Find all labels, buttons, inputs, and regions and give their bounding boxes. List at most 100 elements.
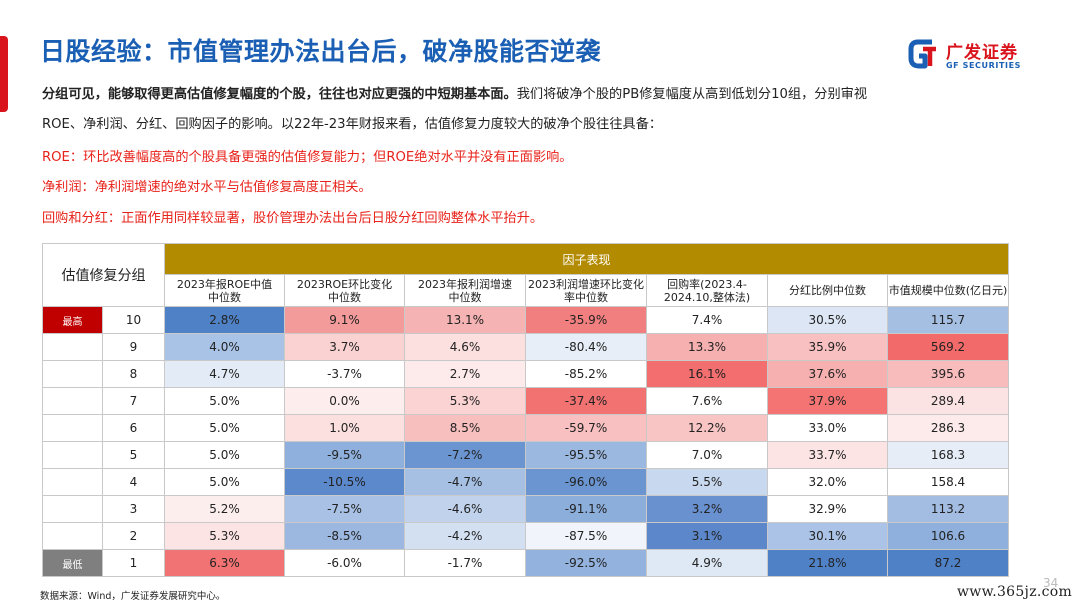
table-cell: 5.3%	[404, 387, 526, 415]
table-cell: 13.1%	[404, 306, 526, 334]
table-cell: -92.5%	[525, 549, 647, 577]
column-header-line1: 2023ROE环比变化	[296, 277, 393, 291]
table-cell: -10.5%	[284, 468, 405, 496]
table-cell: -8.5%	[284, 522, 405, 550]
table-cell: 115.7	[886, 306, 1010, 334]
group-number-cell: 5	[102, 441, 165, 469]
page-number: 34	[1043, 576, 1059, 590]
intro-paragraph-line1: 分组可见，能够取得更高估值修复幅度的个股，往往也对应更强的中短期基本面。我们将破…	[42, 85, 867, 105]
table-cell: -6.0%	[284, 549, 405, 577]
badge-blank-cell	[42, 333, 103, 361]
table-cell: 87.2	[886, 549, 1010, 577]
table-cell: 4.9%	[646, 549, 768, 577]
logo-chinese-text: 广发证券	[946, 43, 1018, 63]
column-header-line2: 中位数	[208, 290, 241, 304]
table-cell: 21.8%	[767, 549, 888, 577]
column-header-line1: 市值规模中位数(亿日元)	[888, 284, 1008, 297]
factor-table: 估值修复分组 因子表现 2023年报ROE中值 中位数 2023ROE环比变化 中位数…	[42, 243, 1010, 577]
page-title: 日股经验：市值管理办法出台后，破净股能否逆袭	[40, 37, 602, 66]
table-cell: 37.6%	[767, 360, 888, 388]
table-row: 3 5.2% -7.5% -4.6% -91.1% 3.2% 32.9% 113.2	[42, 495, 1010, 523]
table-cell: 395.6	[886, 360, 1010, 388]
group-number-cell: 10	[102, 306, 165, 334]
table-row: 最高 10 2.8% 9.1% 13.1% -35.9% 7.4% 30.5% 115.7	[42, 306, 1010, 334]
table-cell: 16.1%	[646, 360, 768, 388]
table-cell: 30.1%	[767, 522, 888, 550]
table-cell: 5.3%	[164, 522, 285, 550]
group-number-cell: 7	[102, 387, 165, 415]
gf-logo: 广发证券 GF SECURITIES	[906, 36, 1046, 76]
logo-english-text: GF SECURITIES	[946, 61, 1022, 70]
column-header-row: 2023年报ROE中值 中位数 2023ROE环比变化 中位数 2023年报利润增速 中位…	[43, 274, 1010, 307]
badge-blank-cell	[42, 414, 103, 442]
group-number-cell: 3	[102, 495, 165, 523]
table-cell: 113.2	[886, 495, 1010, 523]
table-cell: -4.2%	[404, 522, 526, 550]
table-cell: 2.8%	[164, 306, 285, 334]
column-header: 回购率(2023.4- 2024.10,整体法)	[646, 274, 768, 307]
column-header-line1: 分红比例中位数	[789, 284, 866, 297]
table-cell: -87.5%	[525, 522, 647, 550]
table-cell: 5.0%	[164, 468, 285, 496]
column-header: 2023利润增速环比变化 率中位数	[525, 274, 647, 307]
table-cell: 4.0%	[164, 333, 285, 361]
profit-finding: 净利润：净利润增速的绝对水平与估值修复高度正相关。	[42, 180, 372, 195]
table-cell: 3.1%	[646, 522, 768, 550]
group-number-cell: 9	[102, 333, 165, 361]
badge-blank-cell	[42, 495, 103, 523]
table-cell: 32.0%	[767, 468, 888, 496]
table-cell: 4.7%	[164, 360, 285, 388]
table-cell: 35.9%	[767, 333, 888, 361]
table-cell: 12.2%	[646, 414, 768, 442]
column-header-line1: 回购率(2023.4-	[667, 277, 747, 291]
column-header-line1: 2023利润增速环比变化	[528, 277, 644, 291]
buyback-dividend-finding: 回购和分红：正面作用同样较显著，股价管理办法出台后日股分红回购整体水平抬升。	[42, 211, 544, 226]
table-cell: 33.0%	[767, 414, 888, 442]
table-cell: -1.7%	[404, 549, 526, 577]
table-row: 5 5.0% -9.5% -7.2% -95.5% 7.0% 33.7% 168.3	[42, 441, 1010, 469]
group-number-cell: 2	[102, 522, 165, 550]
column-header-line2: 2024.10,整体法)	[663, 290, 751, 304]
highest-badge: 最高	[42, 306, 103, 334]
table-cell: 3.7%	[284, 333, 405, 361]
table-cell: 32.9%	[767, 495, 888, 523]
table-cell: 0.0%	[284, 387, 405, 415]
intro-bold-text: 分组可见，能够取得更高估值修复幅度的个股，往往也对应更强的中短期基本面。	[42, 87, 517, 102]
column-header: 市值规模中位数(亿日元)	[886, 274, 1010, 307]
table-cell: -80.4%	[525, 333, 647, 361]
table-cell: 33.7%	[767, 441, 888, 469]
data-source-note: 数据来源：Wind，广发证券发展研究中心。	[40, 591, 226, 602]
group-number-cell: 1	[102, 549, 165, 577]
badge-blank-cell	[42, 360, 103, 388]
table-row: 最低 1 6.3% -6.0% -1.7% -92.5% 4.9% 21.8% 87.2	[42, 549, 1010, 577]
table-cell: 5.0%	[164, 387, 285, 415]
badge-blank-cell	[42, 387, 103, 415]
badge-blank-cell	[42, 522, 103, 550]
table-cell: 8.5%	[404, 414, 526, 442]
table-cell: 1.0%	[284, 414, 405, 442]
table-cell: 5.5%	[646, 468, 768, 496]
watermark: www.365jz.com	[957, 584, 1073, 600]
table-cell: -4.6%	[404, 495, 526, 523]
column-header-line2: 中位数	[448, 290, 482, 304]
table-cell: 7.4%	[646, 306, 768, 334]
table-cell: -59.7%	[525, 414, 647, 442]
table-cell: 5.0%	[164, 441, 285, 469]
table-cell: 4.6%	[404, 333, 526, 361]
table-cell: 7.6%	[646, 387, 768, 415]
lowest-badge: 最低	[42, 549, 103, 577]
table-cell: 9.1%	[284, 306, 405, 334]
badge-blank-cell	[42, 441, 103, 469]
column-header: 分红比例中位数	[767, 274, 888, 307]
table-cell: 5.2%	[164, 495, 285, 523]
accent-bar	[0, 36, 8, 112]
intro-rest-text: 我们将破净个股的PB修复幅度从高到低划分10组，分别审视	[516, 87, 868, 102]
table-body: 最高 10 2.8% 9.1% 13.1% -35.9% 7.4% 30.5% 115.7 9 4.…	[42, 306, 1010, 577]
column-header: 2023ROE环比变化 中位数	[284, 274, 405, 307]
table-cell: 158.4	[886, 468, 1010, 496]
table-cell: -37.4%	[525, 387, 647, 415]
table-row: 6 5.0% 1.0% 8.5% -59.7% 12.2% 33.0% 286.3	[42, 414, 1010, 442]
table-cell: -95.5%	[525, 441, 647, 469]
table-cell: 5.0%	[164, 414, 285, 442]
factor-header: 因子表现	[163, 243, 1010, 275]
